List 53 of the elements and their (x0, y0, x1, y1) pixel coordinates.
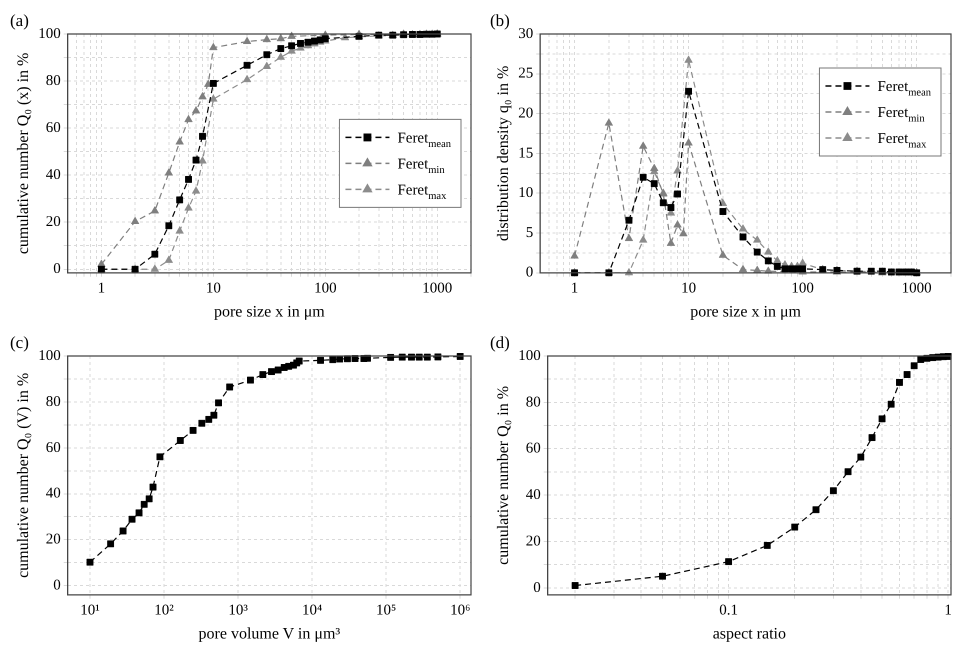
x-axis-title: pore volume V in μm³ (198, 626, 340, 643)
y-tick-label: 100 (518, 348, 541, 364)
y-tick-label: 5 (526, 224, 534, 241)
y-tick-label: 80 (46, 72, 61, 89)
y-axis-title: distribution density q₀ in % (494, 66, 512, 242)
y-tick-label: 20 (526, 533, 541, 550)
x-tick-label: 1 (98, 280, 106, 297)
x-axis-title: pore size x in μm (690, 304, 802, 321)
y-axis-title: cumulative number Q₀ (x) in % (14, 52, 32, 254)
y-axis-title: cumulative number Q₀ (V) in % (14, 372, 32, 578)
chart-title: (a) (10, 11, 29, 30)
x-tick-label: 0.1 (719, 602, 738, 619)
x-tick-label: 1000 (902, 280, 932, 297)
y-tick-label: 0 (526, 264, 534, 281)
x-tick-label: 10² (154, 602, 174, 619)
y-tick-label: 60 (46, 440, 61, 456)
y-tick-label: 30 (518, 26, 534, 42)
y-tick-label: 80 (526, 394, 541, 410)
y-tick-label: 0 (533, 580, 541, 596)
x-tick-label: 10 (206, 280, 221, 297)
chart-title: (b) (490, 11, 510, 30)
y-tick-label: 25 (518, 66, 534, 82)
y-tick-label: 100 (38, 26, 61, 42)
chart-title: (c) (10, 333, 29, 352)
x-tick-label: 100 (314, 280, 337, 297)
x-tick-label: 1 (944, 602, 952, 619)
x-axis-title: pore size x in μm (214, 304, 326, 321)
x-tick-label: 10³ (228, 602, 248, 619)
x-axis-title: aspect ratio (712, 626, 786, 643)
y-tick-label: 40 (526, 487, 541, 504)
y-axis-title: cumulative number Q₀ in % (494, 386, 512, 565)
y-tick-label: 15 (518, 145, 534, 162)
y-tick-label: 80 (46, 394, 61, 410)
x-tick-label: 100 (791, 280, 814, 297)
y-tick-label: 10 (518, 185, 534, 202)
y-tick-label: 0 (53, 261, 61, 278)
y-tick-label: 0 (53, 578, 61, 594)
y-tick-label: 20 (518, 106, 534, 122)
y-tick-label: 40 (46, 486, 61, 502)
x-tick-label: 10⁵ (376, 602, 396, 619)
chart-title: (d) (490, 333, 510, 352)
y-tick-label: 20 (46, 214, 61, 230)
x-tick-label: 1000 (422, 280, 452, 297)
x-tick-label: 10⁶ (450, 602, 470, 619)
y-tick-label: 20 (46, 532, 61, 548)
y-tick-label: 60 (46, 120, 61, 136)
y-tick-label: 60 (526, 440, 541, 457)
x-tick-label: 10 (681, 280, 696, 297)
y-tick-label: 40 (46, 167, 61, 184)
x-tick-label: 1 (570, 280, 578, 297)
x-tick-label: 10¹ (80, 602, 100, 619)
x-tick-label: 10⁴ (302, 602, 322, 619)
y-tick-label: 100 (38, 348, 61, 364)
